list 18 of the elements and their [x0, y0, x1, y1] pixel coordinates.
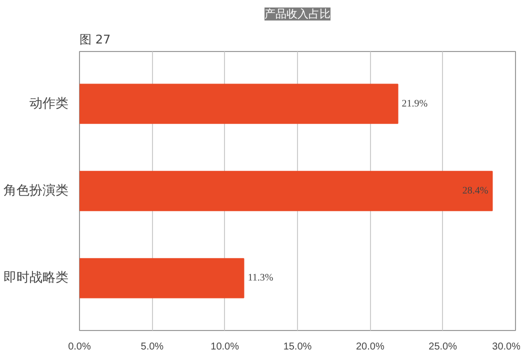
bar: [80, 170, 493, 212]
x-tick-label: 10.0%: [210, 342, 240, 352]
x-tick-label: 15.0%: [283, 342, 312, 352]
data-label: 21.9%: [402, 98, 428, 110]
x-tick-label: 25.0%: [428, 342, 458, 352]
y-tick-label: 角色扮演类: [4, 184, 68, 198]
y-tick-label: 即时战略类: [4, 270, 68, 286]
x-tick-label: 20.0%: [356, 342, 384, 352]
x-tick-label: 5.0%: [140, 342, 164, 352]
bar: [80, 84, 398, 124]
caption: 图 27: [80, 32, 111, 46]
chart-title: 产品收入占比: [264, 8, 330, 20]
y-tick-label: 动作类: [30, 96, 68, 112]
bar: [80, 258, 244, 298]
data-label: 11.3%: [248, 272, 274, 284]
x-tick-label: 30.0%: [492, 342, 521, 352]
data-label: 28.4%: [462, 186, 488, 196]
x-tick-label: 0.0%: [68, 342, 92, 352]
